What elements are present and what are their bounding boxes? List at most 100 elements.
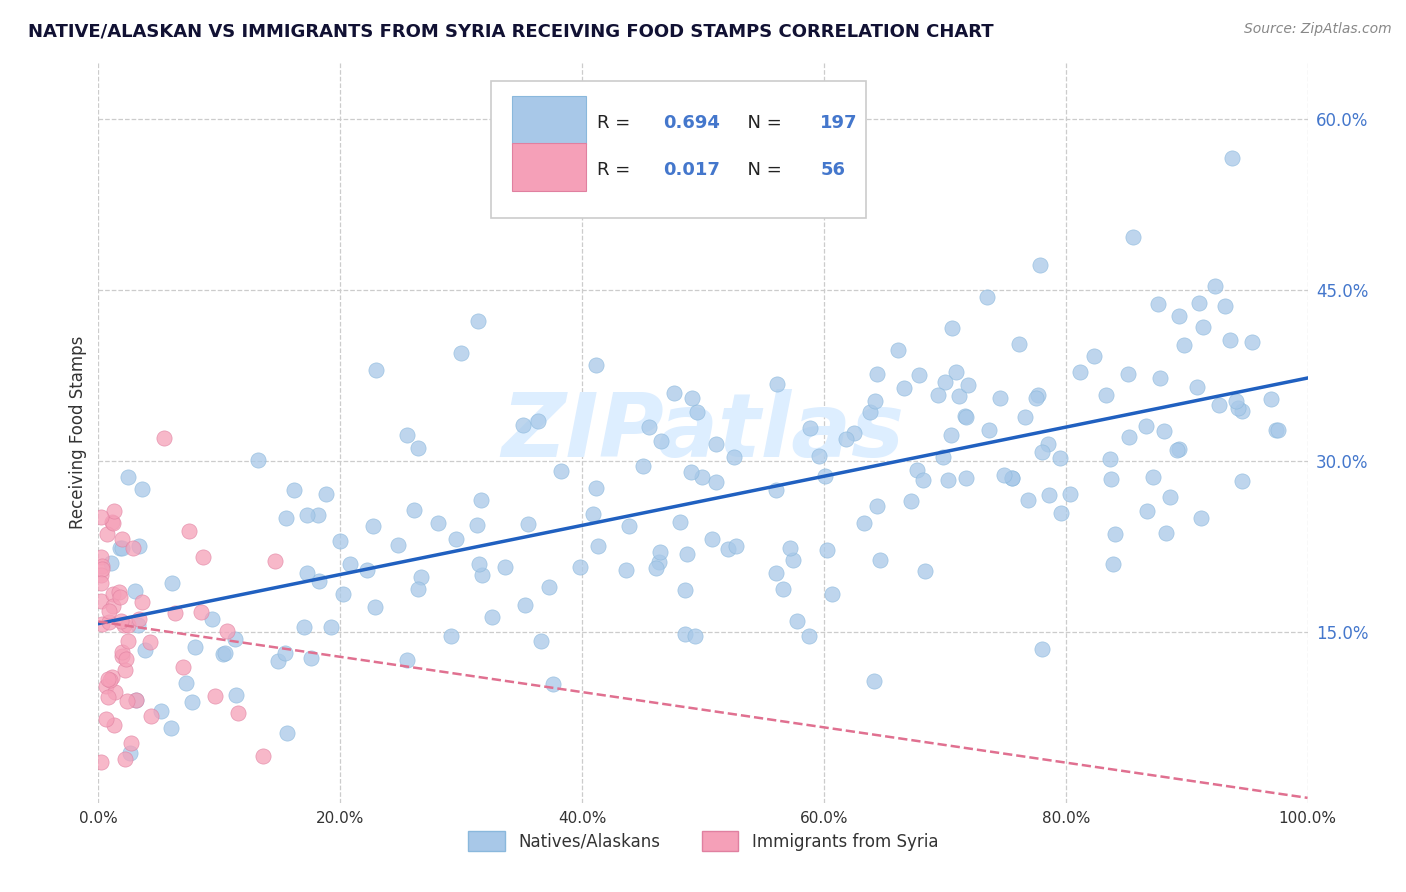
Point	[117, 470, 139, 484]
Point	[955, 470, 977, 484]
Point	[527, 414, 550, 428]
Point	[569, 559, 592, 574]
Point	[1156, 525, 1178, 540]
Point	[704, 475, 727, 489]
Point	[1153, 425, 1175, 439]
Point	[821, 587, 844, 601]
Point	[91, 562, 114, 576]
Text: 0.017: 0.017	[664, 161, 720, 179]
Point	[1240, 334, 1263, 349]
Point	[247, 452, 270, 467]
Point	[1118, 430, 1140, 444]
Point	[934, 375, 956, 389]
Point	[631, 459, 654, 474]
Point	[125, 693, 148, 707]
Point	[1031, 444, 1053, 458]
Point	[134, 643, 156, 657]
Point	[283, 483, 305, 497]
Point	[308, 508, 330, 522]
Point	[887, 343, 910, 358]
Point	[1173, 338, 1195, 352]
Point	[97, 672, 120, 686]
Point	[1188, 296, 1211, 310]
Point	[908, 368, 931, 382]
Point	[900, 493, 922, 508]
Point	[717, 541, 740, 556]
Point	[1168, 442, 1191, 456]
Point	[690, 469, 713, 483]
Point	[953, 409, 976, 423]
Point	[115, 651, 138, 665]
Text: 56: 56	[820, 161, 845, 179]
Point	[853, 516, 876, 530]
Point	[297, 566, 319, 581]
Point	[131, 595, 153, 609]
Point	[1025, 391, 1047, 405]
Point	[893, 381, 915, 395]
Point	[366, 363, 388, 377]
Point	[131, 482, 153, 496]
Point	[94, 712, 117, 726]
Point	[1213, 299, 1236, 313]
Point	[1260, 392, 1282, 406]
Point	[1104, 527, 1126, 541]
Point	[117, 634, 139, 648]
Point	[1001, 470, 1024, 484]
Point	[115, 694, 138, 708]
Point	[467, 517, 489, 532]
Point	[779, 541, 801, 556]
Point	[114, 664, 136, 678]
Point	[1038, 488, 1060, 502]
Point	[941, 321, 963, 335]
Point	[1095, 387, 1118, 401]
Point	[467, 314, 489, 328]
Point	[685, 629, 707, 643]
Point	[100, 673, 122, 687]
Point	[110, 533, 132, 547]
Point	[1185, 380, 1208, 394]
Point	[409, 569, 432, 583]
Point	[149, 704, 172, 718]
Point	[550, 464, 572, 478]
Point	[117, 617, 139, 632]
Point	[141, 708, 163, 723]
Point	[585, 481, 607, 495]
Point	[468, 557, 491, 571]
Point	[91, 559, 114, 574]
Point	[799, 421, 821, 435]
Point	[427, 516, 450, 531]
Point	[292, 620, 315, 634]
Point	[494, 560, 516, 574]
Point	[1166, 443, 1188, 458]
Point	[122, 541, 145, 555]
Point	[96, 679, 118, 693]
Point	[90, 567, 112, 582]
Point	[1099, 472, 1122, 486]
Point	[844, 426, 866, 441]
Point	[90, 756, 112, 770]
Point	[863, 674, 886, 689]
Point	[669, 516, 692, 530]
Text: N =: N =	[735, 114, 787, 132]
Point	[1167, 310, 1189, 324]
FancyBboxPatch shape	[512, 96, 586, 144]
Point	[319, 619, 342, 633]
Point	[190, 605, 212, 619]
Point	[914, 564, 936, 578]
Point	[101, 670, 124, 684]
Point	[723, 450, 745, 465]
Point	[1204, 279, 1226, 293]
Point	[91, 617, 114, 632]
Point	[582, 508, 605, 522]
FancyBboxPatch shape	[492, 81, 866, 218]
Point	[586, 539, 609, 553]
Point	[835, 432, 858, 446]
Point	[1118, 368, 1140, 382]
Point	[766, 376, 789, 391]
Point	[512, 417, 534, 432]
Point	[797, 629, 820, 643]
Point	[267, 654, 290, 668]
Point	[1267, 423, 1289, 437]
Point	[395, 652, 418, 666]
Point	[638, 420, 661, 434]
